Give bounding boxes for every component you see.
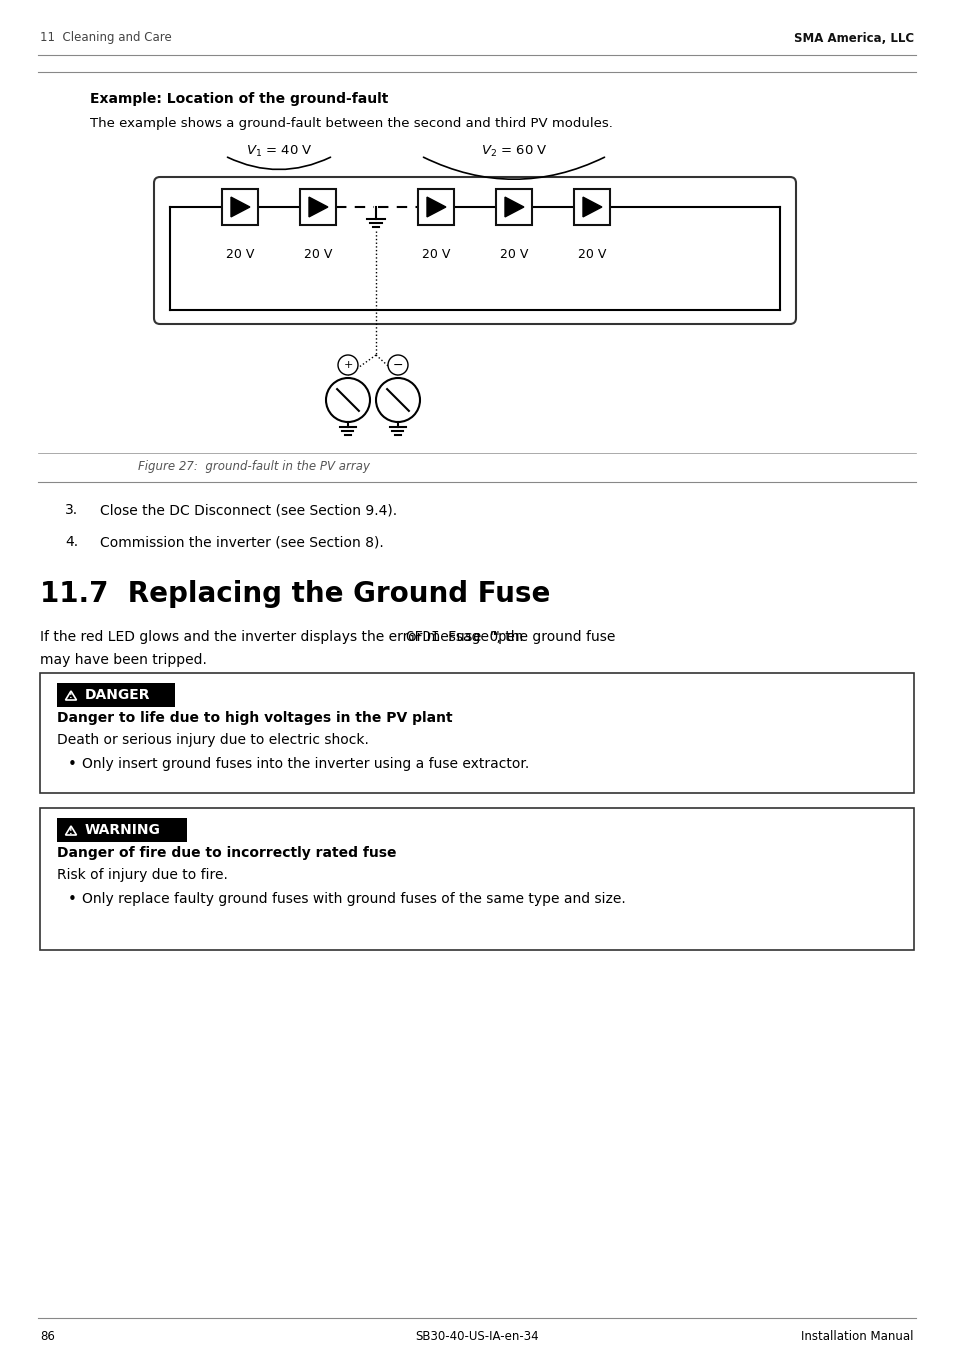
Polygon shape (582, 197, 601, 216)
Polygon shape (309, 197, 328, 216)
Text: !: ! (70, 826, 72, 836)
Text: Only insert ground fuses into the inverter using a fuse extractor.: Only insert ground fuses into the invert… (82, 757, 529, 771)
Text: Death or serious injury due to electric shock.: Death or serious injury due to electric … (57, 733, 369, 748)
Text: 20 V: 20 V (578, 247, 605, 261)
Bar (496, 189, 532, 224)
Bar (417, 189, 454, 224)
FancyBboxPatch shape (57, 683, 174, 707)
Text: If the red LED glows and the inverter displays the error message ": If the red LED glows and the inverter di… (40, 630, 499, 644)
Text: 11  Cleaning and Care: 11 Cleaning and Care (40, 31, 172, 45)
Text: The example shows a ground-fault between the second and third PV modules.: The example shows a ground-fault between… (90, 118, 612, 130)
Text: Risk of injury due to fire.: Risk of injury due to fire. (57, 868, 228, 882)
Text: 11.7  Replacing the Ground Fuse: 11.7 Replacing the Ground Fuse (40, 580, 550, 608)
Text: 4.: 4. (65, 535, 78, 549)
Text: +: + (343, 360, 353, 370)
Text: 20 V: 20 V (499, 247, 528, 261)
Polygon shape (231, 197, 250, 216)
Text: Installation Manual: Installation Manual (801, 1330, 913, 1344)
Text: Only replace faulty ground fuses with ground fuses of the same type and size.: Only replace faulty ground fuses with gr… (82, 892, 625, 906)
Text: 20 V: 20 V (303, 247, 332, 261)
Text: 3.: 3. (65, 503, 78, 516)
Text: WARNING: WARNING (85, 823, 161, 837)
Circle shape (388, 356, 408, 375)
Text: 20 V: 20 V (226, 247, 253, 261)
Polygon shape (427, 197, 445, 216)
Bar (574, 189, 609, 224)
Text: $V_1$ = 40 V: $V_1$ = 40 V (245, 145, 312, 160)
Text: Danger to life due to high voltages in the PV plant: Danger to life due to high voltages in t… (57, 711, 452, 725)
Text: ", the ground fuse: ", the ground fuse (490, 630, 615, 644)
Text: Close the DC Disconnect (see Section 9.4).: Close the DC Disconnect (see Section 9.4… (100, 503, 396, 516)
Text: Commission the inverter (see Section 8).: Commission the inverter (see Section 8). (100, 535, 383, 549)
Polygon shape (66, 691, 76, 700)
Text: −: − (393, 358, 403, 372)
Text: 20 V: 20 V (421, 247, 450, 261)
Circle shape (375, 379, 419, 422)
Circle shape (337, 356, 357, 375)
Text: •: • (68, 757, 77, 772)
Text: SB30-40-US-IA-en-34: SB30-40-US-IA-en-34 (415, 1330, 538, 1344)
Text: GFDI Fuse Open: GFDI Fuse Open (406, 630, 523, 644)
Polygon shape (66, 826, 76, 836)
Bar (299, 189, 335, 224)
FancyBboxPatch shape (57, 818, 187, 842)
Text: •: • (68, 892, 77, 907)
Circle shape (326, 379, 370, 422)
Text: DANGER: DANGER (85, 688, 151, 702)
Polygon shape (504, 197, 523, 216)
Text: !: ! (70, 691, 72, 700)
Text: Figure 27:  ground-fault in the PV array: Figure 27: ground-fault in the PV array (138, 460, 370, 473)
Text: SMA America, LLC: SMA America, LLC (793, 31, 913, 45)
Text: 86: 86 (40, 1330, 55, 1344)
Text: $V_2$ = 60 V: $V_2$ = 60 V (480, 145, 547, 160)
Text: may have been tripped.: may have been tripped. (40, 653, 207, 667)
Text: Danger of fire due to incorrectly rated fuse: Danger of fire due to incorrectly rated … (57, 846, 396, 860)
Text: Example: Location of the ground-fault: Example: Location of the ground-fault (90, 92, 388, 105)
Bar (222, 189, 257, 224)
